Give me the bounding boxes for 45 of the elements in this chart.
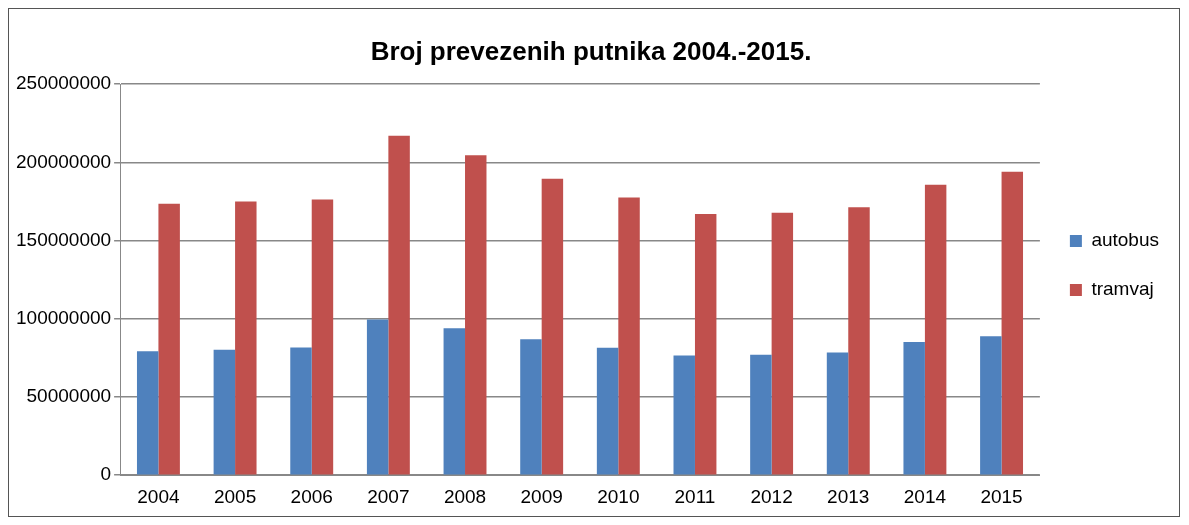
- y-tick-label: 150000000: [15, 228, 112, 250]
- bar: [848, 207, 870, 475]
- x-tick-label: 2010: [597, 485, 640, 507]
- y-tick-label: 250000000: [15, 72, 112, 94]
- legend-label: autobus: [1091, 229, 1160, 251]
- bar: [136, 351, 159, 475]
- y-tick-label: 100000000: [15, 307, 112, 329]
- bar: [618, 197, 640, 475]
- legend-label: tramvaj: [1091, 278, 1154, 300]
- x-tick-label: 2012: [750, 485, 793, 507]
- bar: [311, 199, 334, 475]
- bar: [541, 178, 564, 475]
- x-tick-label: 2008: [443, 485, 487, 507]
- bar: [520, 339, 542, 475]
- x-tick-label: 2009: [520, 485, 563, 507]
- chart-title: Broj prevezenih putnika 2004.-2015.: [370, 35, 812, 66]
- bar: [158, 203, 180, 475]
- bar: [388, 135, 410, 475]
- bar: [771, 212, 794, 475]
- x-tick-label: 2007: [367, 485, 410, 507]
- y-tick-label: 0: [100, 463, 112, 485]
- bar: [903, 341, 925, 475]
- bar: [213, 349, 236, 475]
- bar: [924, 184, 947, 475]
- bar: [465, 155, 487, 475]
- x-tick-label: 2005: [213, 485, 257, 507]
- bar: [235, 201, 257, 475]
- bar: [673, 355, 695, 475]
- x-tick-label: 2006: [290, 485, 333, 507]
- x-tick-label: 2011: [674, 485, 716, 507]
- bar: [694, 214, 717, 475]
- bar: [826, 352, 849, 475]
- x-tick-label: 2014: [903, 485, 947, 507]
- x-tick-label: 2004: [137, 485, 180, 507]
- bar: [290, 347, 312, 475]
- x-tick-label: 2013: [827, 485, 870, 507]
- y-tick-label: 50000000: [26, 385, 112, 407]
- bar: [596, 347, 619, 475]
- bar: [366, 319, 389, 475]
- bar: [750, 354, 772, 475]
- bar: [980, 336, 1002, 475]
- bar: [443, 328, 466, 475]
- bar: [1001, 171, 1024, 475]
- x-tick-label: 2015: [980, 485, 1023, 507]
- y-tick-label: 200000000: [15, 150, 112, 172]
